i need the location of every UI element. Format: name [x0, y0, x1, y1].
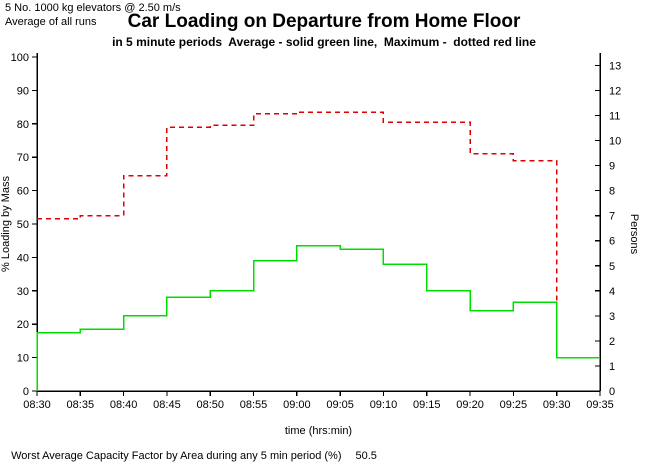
- runs-caption: Average of all runs: [5, 16, 97, 28]
- elevator-config-caption: 5 No. 1000 kg elevators @ 2.50 m/s: [5, 2, 181, 14]
- tick-label: 2: [609, 336, 615, 348]
- tick-label: 6: [609, 236, 615, 248]
- tick-label: 5: [609, 261, 615, 273]
- tick-label: 10: [609, 136, 621, 148]
- tick-label: 80: [17, 119, 29, 131]
- tick-label: 0: [23, 386, 29, 398]
- tick-label: 09:25: [500, 399, 528, 411]
- tick-label: 12: [609, 85, 621, 97]
- x-axis-title: time (hrs:min): [284, 425, 353, 437]
- worst-capacity-label: Worst Average Capacity Factor by Area du…: [11, 450, 342, 462]
- tick-label: 08:45: [153, 399, 181, 411]
- tick-label: 0: [609, 386, 615, 398]
- tick-label: 60: [17, 186, 29, 198]
- chart-title: Car Loading on Departure from Home Floor: [127, 11, 521, 32]
- tick-label: 08:35: [67, 399, 95, 411]
- tick-label: 09:10: [370, 399, 398, 411]
- tick-label: 08:40: [110, 399, 138, 411]
- tick-label: 09:00: [283, 399, 311, 411]
- tick-label: 7: [609, 211, 615, 223]
- worst-capacity-caption: Worst Average Capacity Factor by Area du…: [5, 438, 377, 462]
- chart-subtitle-legend: in 5 minute periods Average - solid gree…: [112, 35, 536, 49]
- tick-label: 09:30: [543, 399, 571, 411]
- worst-capacity-value: 50.5: [355, 450, 377, 462]
- tick-label: 9: [609, 161, 615, 173]
- tick-label: 70: [17, 152, 29, 164]
- tick-label: 90: [17, 85, 29, 97]
- tick-label: 30: [17, 286, 29, 298]
- tick-label: 40: [17, 252, 29, 264]
- tick-label: 13: [609, 60, 621, 72]
- tick-label: 100: [11, 52, 29, 64]
- tick-label: 09:05: [326, 399, 354, 411]
- maximum-line: [37, 111, 600, 359]
- axes: [36, 53, 601, 392]
- tick-label: 08:55: [240, 399, 268, 411]
- tick-label: 3: [609, 311, 615, 323]
- tick-label: 08:30: [23, 399, 51, 411]
- tick-label: 10: [17, 353, 29, 365]
- tick-label: 50: [17, 219, 29, 231]
- tick-label: 09:20: [456, 399, 484, 411]
- tick-label: 1: [609, 361, 615, 373]
- tick-label: 09:35: [586, 399, 614, 411]
- tick-label: 11: [609, 110, 620, 122]
- tick-label: 20: [17, 319, 29, 331]
- average-line: [36, 244, 600, 391]
- tick-label: 4: [609, 286, 615, 298]
- tick-label: 8: [609, 186, 615, 198]
- tick-label: 08:50: [196, 399, 224, 411]
- tick-label: 09:15: [413, 399, 441, 411]
